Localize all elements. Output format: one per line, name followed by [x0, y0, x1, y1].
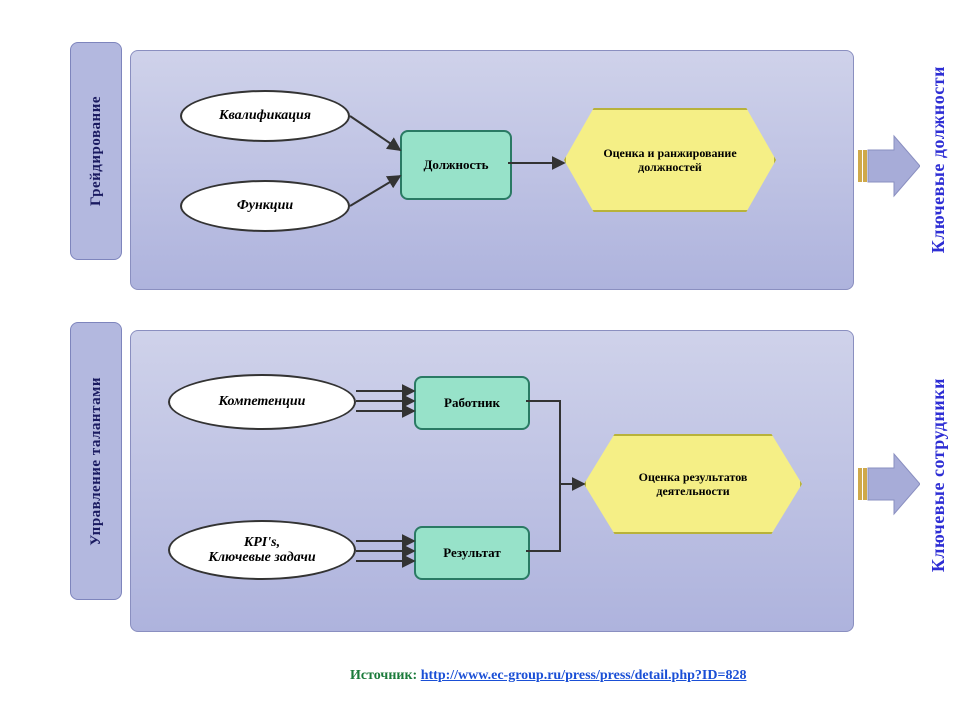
rect-worker: Работник	[414, 376, 530, 430]
big-arrow-bottom	[858, 448, 920, 520]
ellipse-qualification: Квалификация	[180, 90, 350, 142]
ellipse-kpi: KPI's, Ключевые задачи	[168, 520, 356, 580]
right-label-positions-text: Ключевые должности	[928, 66, 949, 253]
big-arrow-top	[858, 130, 920, 202]
ellipse-competencies: Компетенции	[168, 374, 356, 430]
arrow-right-icon	[858, 448, 920, 520]
right-label-employees: Ключевые сотрудники	[920, 320, 956, 630]
rect-result: Результат	[414, 526, 530, 580]
side-tab-talent: Управление талантами	[70, 322, 122, 600]
right-label-employees-text: Ключевые сотрудники	[928, 378, 949, 572]
source-url[interactable]: http://www.ec-group.ru/press/press/detai…	[421, 668, 747, 683]
diagram-canvas: Грейдирование Управление талантами Ключе…	[0, 0, 960, 720]
side-tab-talent-label: Управление талантами	[88, 377, 105, 546]
ellipse-functions: Функции	[180, 180, 350, 232]
hex-assess-results: Оценка результатов деятельности	[584, 434, 802, 534]
right-label-positions: Ключевые должности	[920, 30, 956, 290]
rect-position: Должность	[400, 130, 512, 200]
side-tab-grading-label: Грейдирование	[88, 96, 105, 206]
arrow-right-icon	[858, 130, 920, 202]
hex-assess-positions: Оценка и ранжирование должностей	[564, 108, 776, 212]
source-citation: Источник: http://www.ec-group.ru/press/p…	[350, 668, 746, 684]
source-label: Источник:	[350, 668, 421, 683]
side-tab-grading: Грейдирование	[70, 42, 122, 260]
